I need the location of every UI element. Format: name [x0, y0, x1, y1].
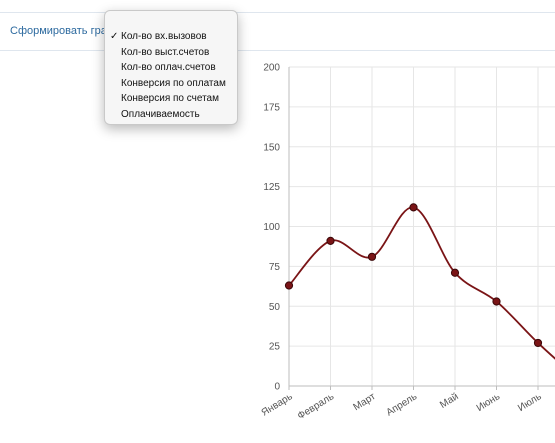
- menu-item-label: Кол-во выст.счетов: [121, 46, 210, 58]
- checkmark-icon: ✓: [110, 31, 119, 42]
- data-point[interactable]: [492, 297, 501, 306]
- data-point[interactable]: [284, 281, 294, 290]
- y-tick-label: 125: [263, 182, 280, 193]
- y-axis: 0 25 50 75 100 125 150 175 200: [263, 63, 290, 393]
- x-tick-label: Март: [351, 391, 377, 413]
- y-tick-label: 100: [263, 222, 280, 233]
- data-point[interactable]: [367, 252, 377, 261]
- x-tick-label: Июнь: [475, 391, 502, 414]
- x-tick-label: Июль: [516, 391, 543, 414]
- menu-item[interactable]: Кол-во выст.счетов: [105, 45, 237, 61]
- build-chart-link[interactable]: Сформировать графи: [10, 25, 123, 37]
- grid-lines: [288, 66, 555, 387]
- y-tick-label: 200: [263, 63, 280, 74]
- menu-item[interactable]: Кол-во оплач.счетов: [105, 60, 237, 76]
- menu-item[interactable]: Конверсия по оплатам: [105, 76, 237, 92]
- x-tick-label: Апрель: [384, 391, 419, 418]
- data-point[interactable]: [326, 236, 335, 245]
- data-point[interactable]: [533, 338, 543, 348]
- x-axis: Январь Февраль Март Апрель Май Июнь Июль: [260, 385, 555, 422]
- metric-dropdown-menu[interactable]: ✓ Кол-во вх.вызовов Кол-во выст.счетов Кол-…: [104, 10, 238, 125]
- menu-item-label: Конверсия по оплатам: [121, 77, 226, 89]
- top-divider: [0, 12, 555, 13]
- menu-item[interactable]: Оплачиваемость: [105, 107, 237, 123]
- menu-item[interactable]: ✓ Кол-во вх.вызовов: [105, 29, 237, 45]
- data-point[interactable]: [409, 203, 418, 212]
- menu-item-label: Конверсия по счетам: [121, 93, 219, 105]
- series-points: [284, 203, 543, 348]
- menu-item-label: Кол-во вх.вызовов: [121, 31, 207, 42]
- y-tick-label: 150: [263, 142, 280, 153]
- y-tick-label: 75: [269, 262, 281, 273]
- series-line: [288, 206, 555, 360]
- x-tick-label: Май: [438, 391, 460, 411]
- toolbar-divider: [0, 50, 555, 51]
- y-tick-label: 175: [263, 102, 280, 113]
- x-tick-label: Февраль: [296, 391, 336, 422]
- menu-item[interactable]: Конверсия по счетам: [105, 91, 237, 107]
- y-tick-label: 0: [274, 382, 280, 393]
- menu-item-label: Оплачиваемость: [121, 108, 200, 120]
- x-tick-label: Январь: [260, 391, 295, 418]
- y-tick-label: 50: [269, 302, 281, 313]
- y-tick-label: 25: [269, 342, 281, 353]
- menu-item-label: Кол-во оплач.счетов: [121, 62, 216, 74]
- data-point[interactable]: [450, 268, 460, 277]
